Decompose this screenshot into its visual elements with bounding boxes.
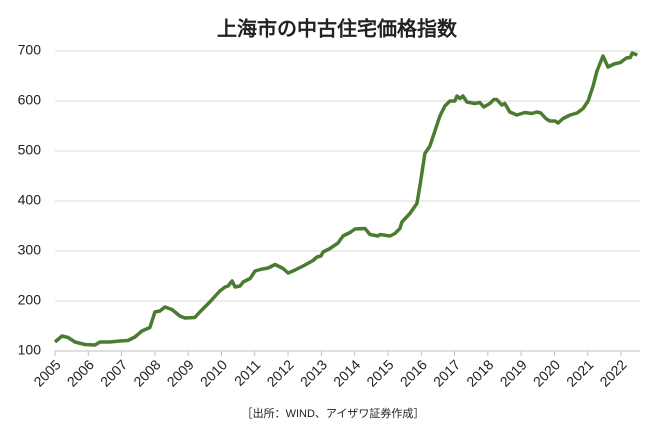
x-tick-label: 2011 — [231, 356, 264, 389]
y-tick-label: 500 — [18, 142, 42, 158]
x-tick-label: 2015 — [363, 356, 396, 389]
y-tick-label: 600 — [18, 92, 42, 108]
series-line — [53, 51, 638, 347]
y-tick-label: 200 — [18, 292, 42, 308]
x-tick-label: 2021 — [563, 356, 596, 389]
x-tick-label: 2022 — [596, 356, 629, 389]
source-note: ［出所：WIND、アイザワ証券作成］ — [242, 406, 425, 420]
x-tick-label: 2007 — [97, 356, 130, 389]
x-tick-label: 2017 — [430, 356, 463, 389]
x-tick-label: 2020 — [530, 356, 563, 389]
x-tick-label: 2019 — [497, 356, 530, 389]
x-tick-label: 2012 — [263, 356, 296, 389]
x-tick-label: 2010 — [197, 356, 230, 389]
x-tick-label: 2018 — [463, 356, 496, 389]
x-tick-label: 2005 — [30, 356, 63, 389]
x-tick-label: 2009 — [164, 356, 197, 389]
chart-title: 上海市の中古住宅価格指数 — [217, 16, 458, 40]
x-tick-label: 2006 — [64, 356, 97, 389]
x-tick-label: 2014 — [330, 356, 363, 389]
x-tick-label: 2016 — [397, 356, 430, 389]
y-tick-label: 100 — [18, 342, 42, 358]
y-tick-label: 400 — [18, 192, 42, 208]
x-tick-label: 2013 — [297, 356, 330, 389]
y-tick-label: 300 — [18, 242, 42, 258]
x-tick-label: 2008 — [130, 356, 163, 389]
y-tick-label: 700 — [18, 42, 42, 58]
